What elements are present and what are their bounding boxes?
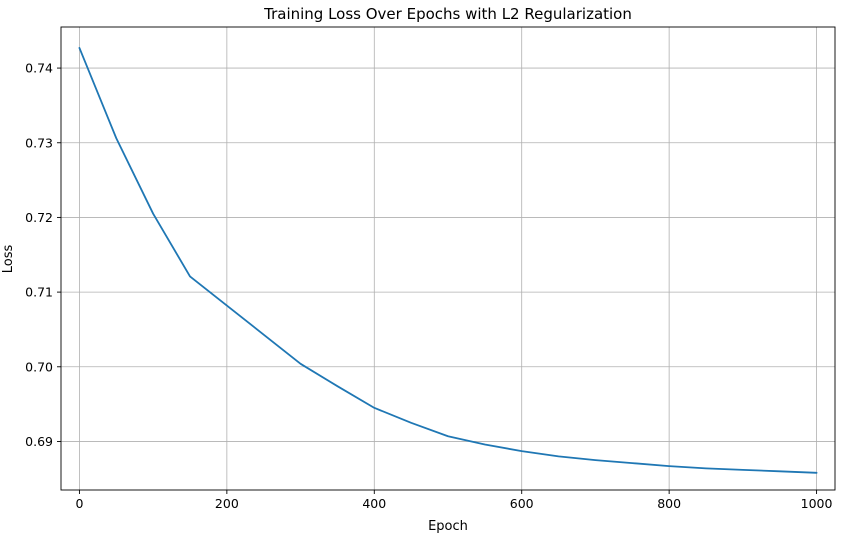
x-ticks: 0 200 400 600 800 1000 [75, 490, 833, 511]
y-tick-label: 0.73 [25, 135, 53, 150]
loss-line [78, 47, 818, 474]
x-axis-label: Epoch [428, 519, 468, 534]
y-tick-label: 0.72 [25, 210, 53, 225]
x-tick-label: 200 [215, 496, 239, 511]
y-tick-label: 0.71 [25, 285, 53, 300]
grid-lines [61, 27, 835, 490]
y-axis-label: Loss [1, 245, 16, 274]
x-tick-label: 1000 [801, 496, 833, 511]
x-tick-label: 600 [510, 496, 534, 511]
chart-title: Training Loss Over Epochs with L2 Regula… [263, 5, 632, 23]
plot-frame [60, 26, 836, 491]
y-tick-label: 0.69 [25, 434, 53, 449]
series-layer [78, 47, 818, 474]
y-tick-label: 0.70 [25, 359, 53, 374]
axes [60, 26, 836, 491]
y-ticks: 0.69 0.70 0.71 0.72 0.73 0.74 [25, 61, 61, 449]
y-tick-label: 0.74 [25, 61, 53, 76]
x-tick-label: 800 [657, 496, 681, 511]
x-tick-label: 0 [75, 496, 83, 511]
x-tick-label: 400 [362, 496, 386, 511]
